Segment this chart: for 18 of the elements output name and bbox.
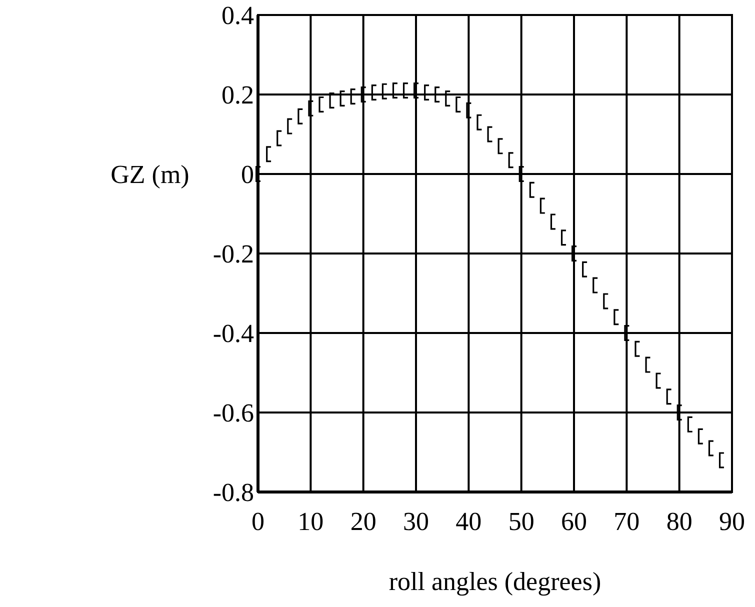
- y-tick-label: -0.2: [212, 240, 254, 268]
- x-tick-label: 40: [456, 507, 482, 536]
- x-tick-label: 60: [561, 507, 587, 536]
- y-tick-label: -0.4: [212, 319, 254, 348]
- x-tick-label: 50: [508, 507, 534, 536]
- x-tick-label: 10: [298, 507, 324, 536]
- y-tick-label: 0.2: [222, 80, 254, 110]
- x-tick-label: 30: [403, 507, 429, 536]
- y-tick-label: 0: [241, 160, 254, 189]
- y-axis-title: GZ (m): [110, 160, 190, 189]
- x-tick-label: 20: [350, 507, 376, 536]
- x-tick-label: 70: [614, 507, 640, 536]
- y-tick-label: -0.6: [212, 398, 254, 428]
- x-tick-label: 90: [719, 507, 745, 536]
- x-axis-title: roll angles (degrees): [388, 567, 602, 596]
- x-tick-label: 80: [666, 507, 692, 536]
- y-tick-label: 0.4: [222, 1, 254, 30]
- y-tick-label: -0.8: [212, 478, 254, 507]
